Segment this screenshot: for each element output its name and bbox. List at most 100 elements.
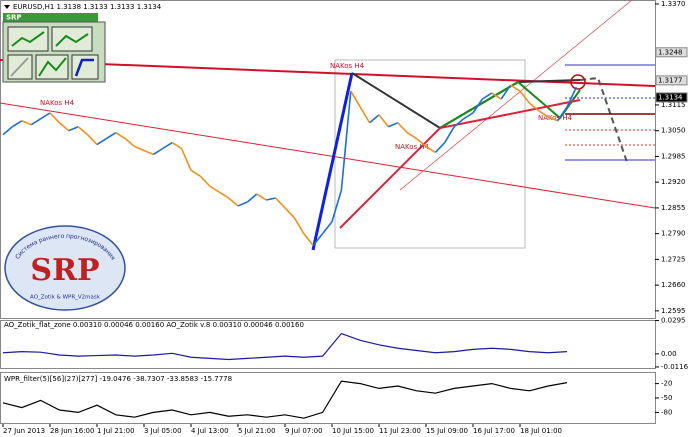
annotation: NAKos H4	[538, 114, 573, 122]
x-tick-label: 3 Jul 05:00	[144, 427, 182, 435]
tool-icon	[74, 58, 94, 77]
indicator-line	[2, 380, 568, 419]
price-segment	[96, 137, 107, 146]
x-tick-label: 10 Jul 15:00	[332, 427, 374, 435]
logo-title: SRP	[30, 253, 99, 288]
x-tick-label: 5 Jul 21:00	[238, 427, 276, 435]
price-segment	[87, 134, 98, 146]
y-tick-label: 0.00	[661, 350, 677, 358]
panel-title: WPR_filter(5)[56](27)[277] -19.0476 -38.…	[4, 375, 232, 383]
price-segment	[519, 90, 531, 104]
price-segment	[77, 126, 89, 136]
x-tick-label: 18 Jul 01:00	[520, 427, 562, 435]
price-segment	[180, 148, 192, 171]
level-tag	[655, 47, 688, 58]
price-segment	[152, 147, 164, 156]
level-tag-label: 1.3134	[658, 93, 683, 101]
y-tick-label: 1.2920	[661, 178, 686, 186]
annotation: NAKos H4	[330, 62, 365, 70]
price-segment	[538, 110, 549, 118]
price-segment	[406, 131, 418, 140]
y-tick-label: 1.2725	[661, 255, 686, 263]
price-segment	[481, 92, 493, 100]
price-segment	[49, 112, 60, 124]
price-segment	[143, 149, 154, 156]
price-segment	[105, 131, 117, 140]
price-segment	[556, 106, 568, 122]
y-tick-label: 1.3115	[661, 101, 686, 109]
price-segment	[547, 116, 558, 122]
price-segment	[190, 169, 201, 177]
tool-icon	[55, 33, 89, 47]
level-tag-label: 1.3248	[658, 48, 683, 56]
price-segment	[453, 118, 465, 128]
price-segment	[434, 142, 446, 154]
x-tick-label: 9 Jul 07:00	[285, 427, 323, 435]
trend-line	[399, 0, 633, 191]
price-segment	[350, 90, 361, 108]
price-segment	[246, 193, 258, 203]
price-segment	[321, 221, 333, 235]
wave-line	[311, 72, 354, 251]
ao-panel-frame	[0, 320, 656, 369]
x-tick-label: 1 Jul 21:00	[97, 427, 135, 435]
price-segment	[21, 120, 32, 126]
price-segment	[500, 84, 512, 100]
price-segment	[359, 106, 371, 124]
price-segment	[566, 86, 578, 108]
tool-icon	[38, 57, 67, 77]
toolbar-label: SRP	[6, 14, 22, 22]
price-segment	[124, 137, 136, 148]
x-tick-label: 15 Jul 09:00	[426, 427, 468, 435]
toolbar	[2, 21, 106, 83]
y-tick-label: 1.2985	[661, 152, 686, 160]
y-tick-label: 1.2855	[661, 204, 686, 212]
price-segment	[115, 131, 126, 140]
panel-title: AO_Zotik_flat_zone 0.00310 0.00046 0.001…	[4, 321, 304, 329]
marker-circle	[570, 74, 586, 90]
y-tick-label: 1.3370	[661, 0, 686, 8]
price-segment	[510, 84, 521, 92]
price-segment	[256, 193, 267, 201]
price-segment	[472, 98, 484, 114]
x-tick-label: 16 Jul 17:00	[473, 427, 515, 435]
price-segment	[58, 122, 70, 132]
price-segment	[209, 185, 220, 193]
y-tick-label: 1.2790	[661, 230, 686, 238]
x-tick-label: 28 Jun 16:00	[50, 427, 94, 435]
channel-line	[339, 99, 581, 229]
logo-ellipse	[4, 225, 126, 311]
level-tag	[655, 75, 688, 86]
annotation: NAKos H4	[395, 143, 430, 151]
dropdown-icon[interactable]	[4, 5, 10, 9]
tool-icon	[10, 57, 29, 77]
y-tick-label: 1.2595	[661, 307, 686, 315]
price-segment	[30, 118, 42, 126]
price-segment	[303, 233, 314, 247]
price-segment	[331, 189, 343, 222]
x-tick-label: 4 Jul 13:00	[191, 427, 229, 435]
price-segment	[388, 122, 399, 128]
price-segment	[312, 233, 324, 247]
price-segment	[228, 197, 239, 207]
price-segment	[266, 197, 276, 201]
y-tick-label: 1.2660	[661, 281, 686, 289]
logo: Система раннего прогнозирования SRP AO_Z…	[4, 225, 126, 311]
price-segment	[293, 217, 305, 235]
price-segment	[171, 141, 183, 150]
tool-button[interactable]	[51, 26, 93, 52]
y-tick-label: 0.0295	[661, 317, 686, 325]
y-tick-label: -20	[661, 380, 672, 388]
price-segment	[68, 125, 79, 132]
toolbar-label-bg	[3, 13, 98, 22]
level-tag-label: 1.3177	[658, 76, 683, 84]
price-segment	[397, 122, 408, 134]
annotation: NAKos H4	[40, 99, 75, 107]
price-segment	[40, 112, 51, 120]
price-segment	[369, 114, 380, 124]
indicator-line	[2, 332, 568, 361]
tool-button[interactable]	[7, 26, 49, 52]
tool-icon	[11, 31, 45, 47]
price-segment	[2, 126, 13, 136]
price-segment	[134, 145, 145, 152]
